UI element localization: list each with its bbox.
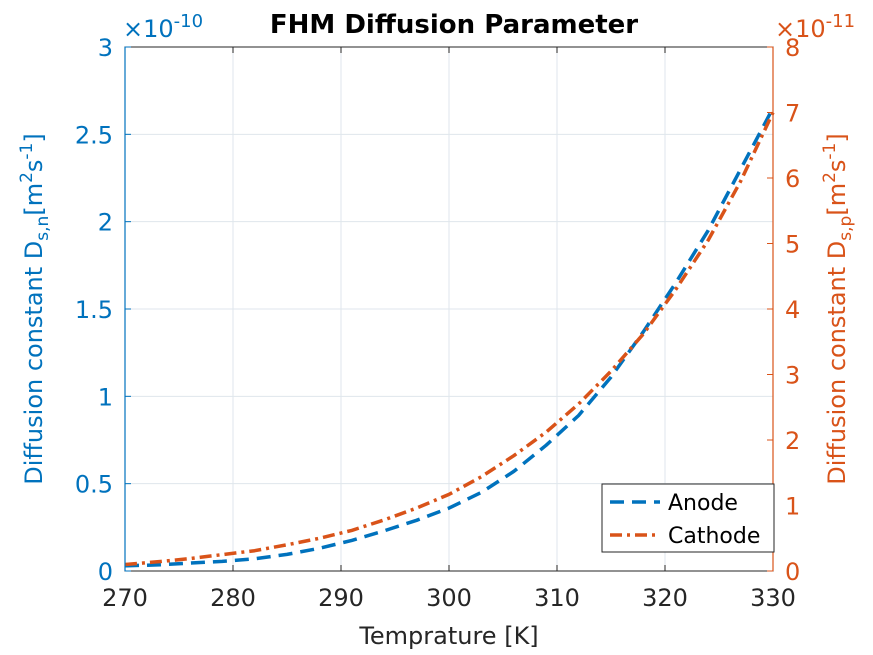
x-tick-label: 330 bbox=[750, 584, 796, 612]
y-right-tick-label: 5 bbox=[785, 231, 800, 259]
legend-label-cathode: Cathode bbox=[668, 524, 760, 549]
y-right-tick-label: 0 bbox=[785, 558, 800, 586]
y-right-exponent-base: ×10 bbox=[775, 15, 826, 43]
y-right-tick-label: 1 bbox=[785, 493, 800, 521]
x-tick-label: 320 bbox=[642, 584, 688, 612]
chart-title: FHM Diffusion Parameter bbox=[270, 10, 638, 40]
y-right-tick-label: 3 bbox=[785, 362, 800, 390]
y-right-exponent: ×10-11 bbox=[775, 11, 855, 43]
legend-label-anode: Anode bbox=[668, 491, 738, 516]
series-line-anode bbox=[124, 107, 775, 568]
y-right-label-main: Diffusion constant D bbox=[823, 241, 851, 485]
y-left-tick-label: 3 bbox=[98, 34, 113, 62]
y-left-tick-label: 1 bbox=[98, 383, 113, 411]
y-right-tick-label: 4 bbox=[785, 296, 800, 324]
y-left-label-sup1: 2 bbox=[17, 172, 37, 183]
legend-box bbox=[601, 483, 775, 553]
y-left-label-unit: [m bbox=[20, 183, 48, 216]
y-right-exponent-power: -11 bbox=[826, 11, 855, 32]
y-left-tick-label: 0 bbox=[98, 558, 113, 586]
x-tick-label: 310 bbox=[534, 584, 580, 612]
y-right-tick-label: 6 bbox=[785, 165, 800, 193]
x-tick-label: 290 bbox=[318, 584, 364, 612]
x-axis-label: Temprature [K] bbox=[358, 622, 538, 650]
y-right-tick-label: 8 bbox=[785, 34, 800, 62]
y-left-label-sub: s,n bbox=[33, 216, 53, 241]
series-group bbox=[124, 107, 775, 568]
y-right-label-sup1: 2 bbox=[820, 172, 840, 183]
y-right-label-sup2: -1 bbox=[820, 143, 840, 160]
series-line-cathode bbox=[124, 111, 775, 567]
y-left-label-end: ] bbox=[20, 133, 48, 142]
y-right-label-mid: s bbox=[823, 160, 851, 173]
y-left-exponent-base: ×10 bbox=[123, 15, 174, 43]
y-right-label-unit: [m bbox=[823, 183, 851, 216]
y-axis-right-label: Diffusion constant Ds,p[m2s-1] bbox=[820, 133, 856, 485]
y-right-label-sub: s,p bbox=[836, 216, 856, 241]
x-tick-label: 280 bbox=[210, 584, 256, 612]
y-left-label-sup2: -1 bbox=[17, 143, 37, 160]
y-left-tick-label: 0.5 bbox=[75, 471, 113, 499]
x-tick-label: 270 bbox=[102, 584, 148, 612]
y-left-tick-label: 2 bbox=[98, 209, 113, 237]
y-left-label-mid: s bbox=[20, 160, 48, 173]
y-right-tick-label: 7 bbox=[785, 100, 800, 128]
y-left-tick-label: 1.5 bbox=[75, 296, 113, 324]
legend: Anode Cathode bbox=[601, 483, 775, 553]
x-tick-label: 300 bbox=[426, 584, 472, 612]
y-axis-left-label: Diffusion constant Ds,n[m2s-1] bbox=[17, 133, 53, 485]
y-left-exponent-power: -10 bbox=[174, 11, 203, 32]
y-left-exponent: ×10-10 bbox=[123, 11, 203, 43]
axes: 270 280 290 300 310 320 33000.511.522.53012345… bbox=[75, 34, 800, 612]
y-right-tick-label: 2 bbox=[785, 427, 800, 455]
y-left-label-main: Diffusion constant D bbox=[20, 241, 48, 485]
y-right-label-end: ] bbox=[823, 133, 851, 142]
y-left-tick-label: 2.5 bbox=[75, 121, 113, 149]
